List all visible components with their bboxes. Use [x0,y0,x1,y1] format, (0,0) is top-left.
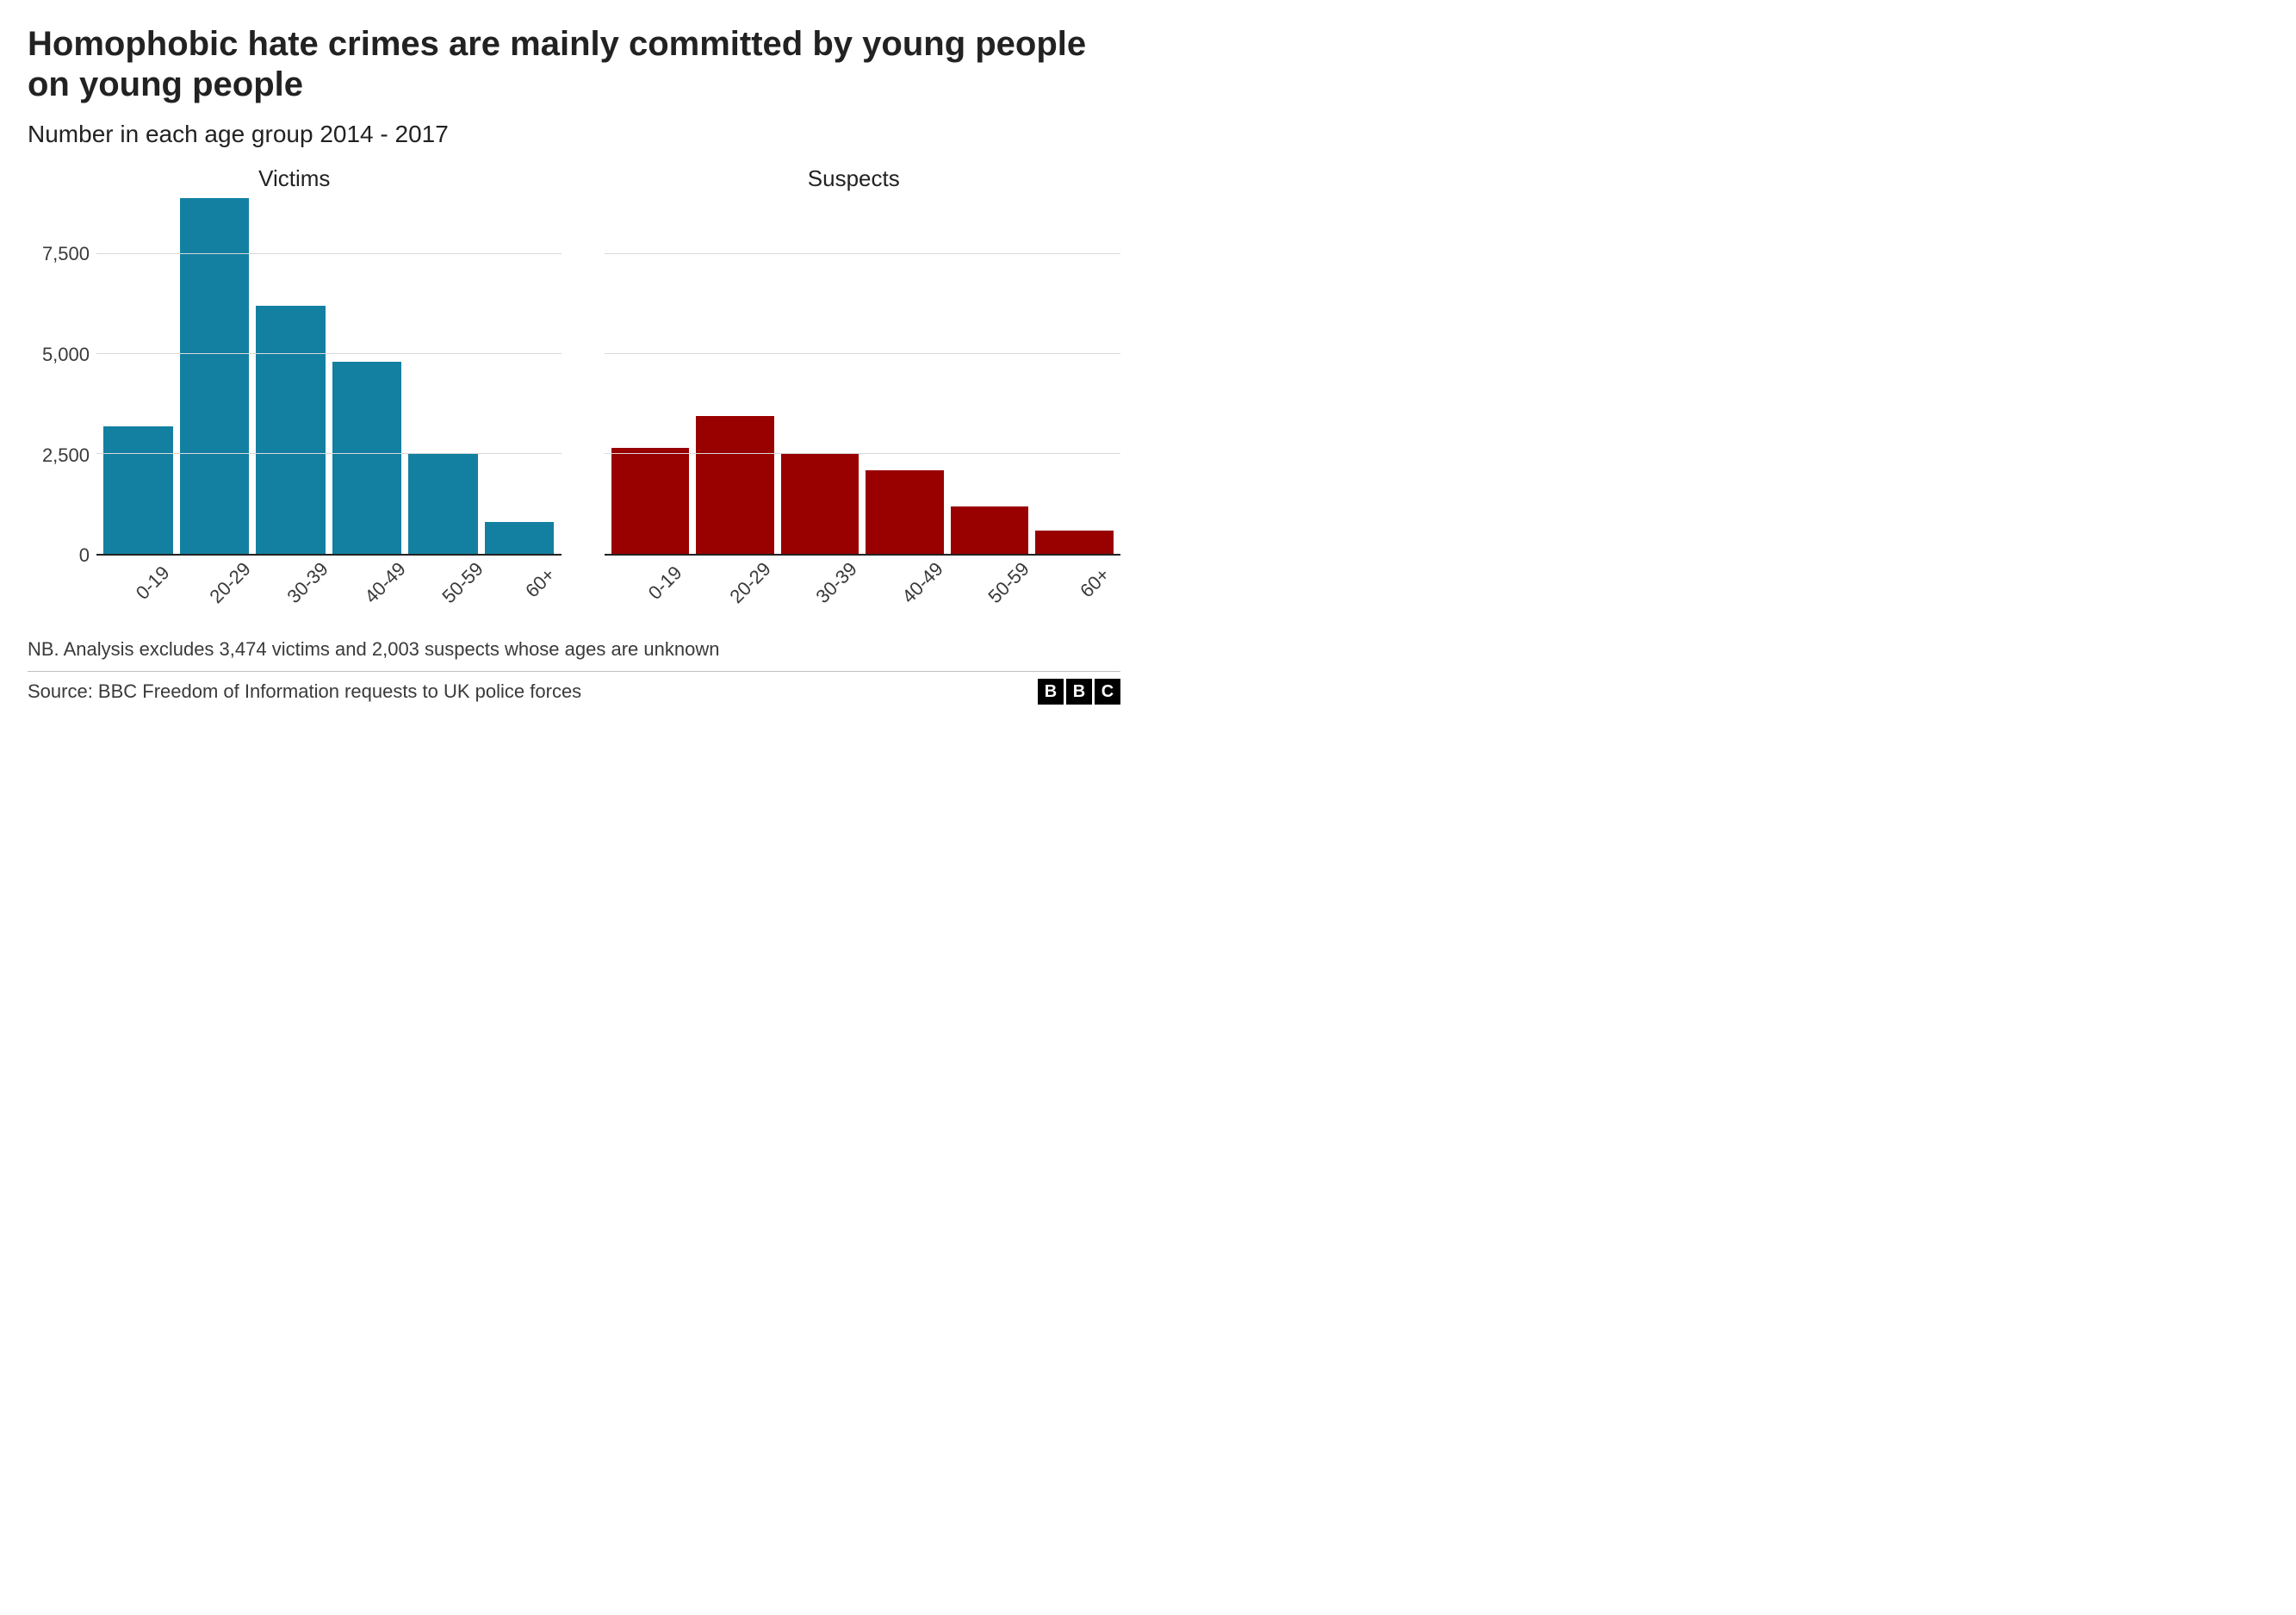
bar [408,454,478,554]
bbc-logo-block: B [1066,679,1092,705]
gridline [605,253,1121,254]
charts-row: Victims 0 2,500 5,000 7,500 0-1920-2930-394… [28,165,1120,618]
bbc-logo-block: C [1095,679,1120,705]
y-tick-label: 7,500 [42,243,90,265]
source-text: Source: BBC Freedom of Information reque… [28,680,581,703]
y-tick-label: 5,000 [42,344,90,366]
bar [103,426,173,555]
bar [180,198,250,554]
bar [256,306,326,554]
gridline [96,453,562,454]
panel-suspects: Suspects 0-1920-2930-3940-4950-5960+ [587,165,1121,618]
gridline [605,353,1121,354]
y-tick-label: 2,500 [42,444,90,467]
plot-area-suspects [605,194,1121,556]
bar [696,416,774,554]
y-axis-spacer [587,194,605,556]
y-tick-label: 0 [79,544,90,567]
gridline [605,453,1121,454]
plot-area-victims [96,194,562,556]
x-axis-suspects: 0-1920-2930-3940-4950-5960+ [605,556,1121,618]
footer: Source: BBC Freedom of Information reque… [28,679,1120,705]
bar [332,362,402,554]
chart-subtitle: Number in each age group 2014 - 2017 [28,121,1120,148]
x-axis-victims: 0-1920-2930-3940-4950-5960+ [96,556,562,618]
chart-note: NB. Analysis excludes 3,474 victims and … [28,638,1120,661]
bbc-logo-block: B [1038,679,1064,705]
panel-label-suspects: Suspects [587,165,1121,192]
gridline [96,253,562,254]
y-axis: 02,5005,0007,500 [28,194,96,556]
chart-title: Homophobic hate crimes are mainly commit… [28,24,1120,105]
gridline [96,353,562,354]
footer-divider [28,671,1120,672]
panel-label-victims: Victims [28,165,562,192]
panel-victims: Victims 0 2,500 5,000 7,500 0-1920-2930-394… [28,165,562,618]
bbc-logo: B B C [1038,679,1120,705]
